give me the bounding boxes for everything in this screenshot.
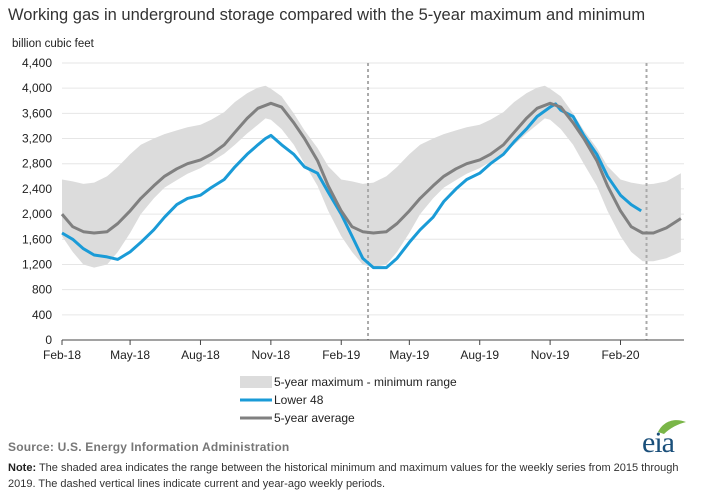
note-body: The shaded area indicates the range betw… bbox=[8, 462, 679, 490]
note-text: Note: The shaded area indicates the rang… bbox=[8, 460, 704, 492]
x-tick-label-0: Feb-18 bbox=[43, 348, 81, 362]
y-tick-label-0: 0 bbox=[45, 333, 52, 347]
x-tick-label-5: May-19 bbox=[389, 348, 429, 362]
legend-label-range: 5-year maximum - minimum range bbox=[274, 375, 457, 389]
x-tick-label-4: Feb-19 bbox=[322, 348, 360, 362]
y-tick-label-2800: 2,800 bbox=[22, 157, 52, 171]
y-tick-label-800: 800 bbox=[32, 283, 52, 297]
x-tick-label-2: Aug-18 bbox=[181, 348, 220, 362]
y-tick-label-3600: 3,600 bbox=[22, 106, 52, 120]
five-year-average-line bbox=[60, 101, 682, 235]
eia-logo-text: eia bbox=[642, 426, 675, 459]
y-tick-label-2000: 2,000 bbox=[22, 207, 52, 221]
chart-title: Working gas in underground storage compa… bbox=[8, 6, 646, 24]
storage-chart: 0 400 800 1,200 1,600 2,000 2,400 2,800 3,200 3,6… bbox=[22, 56, 684, 425]
eia-logo: eia bbox=[640, 418, 692, 460]
y-tick-label-1200: 1,200 bbox=[22, 257, 52, 271]
y-tick-label-4000: 4,000 bbox=[22, 81, 52, 95]
y-tick-label-3200: 3,200 bbox=[22, 132, 52, 146]
y-tick-label-400: 400 bbox=[32, 308, 52, 322]
y-tick-label-4400: 4,400 bbox=[22, 56, 52, 70]
x-tick-label-1: May-18 bbox=[110, 348, 150, 362]
x-tick-label-6: Aug-19 bbox=[460, 348, 499, 362]
y-axis-unit-label: billion cubic feet bbox=[12, 38, 94, 50]
x-tick-label-3: Nov-18 bbox=[252, 348, 291, 362]
legend-label-lower48: Lower 48 bbox=[274, 393, 324, 407]
legend-swatch-range bbox=[240, 376, 272, 388]
lower48-line bbox=[61, 102, 642, 270]
eia-logo-leaf-icon bbox=[658, 420, 686, 434]
source-text: Source: U.S. Energy Information Administ… bbox=[8, 440, 290, 454]
x-tick-label-8: Feb-20 bbox=[601, 348, 639, 362]
y-tick-label-1600: 1,600 bbox=[22, 232, 52, 246]
y-tick-label-2400: 2,400 bbox=[22, 182, 52, 196]
note-label: Note: bbox=[8, 462, 37, 474]
x-tick-label-7: Nov-19 bbox=[531, 348, 570, 362]
legend-label-average: 5-year average bbox=[274, 411, 355, 425]
